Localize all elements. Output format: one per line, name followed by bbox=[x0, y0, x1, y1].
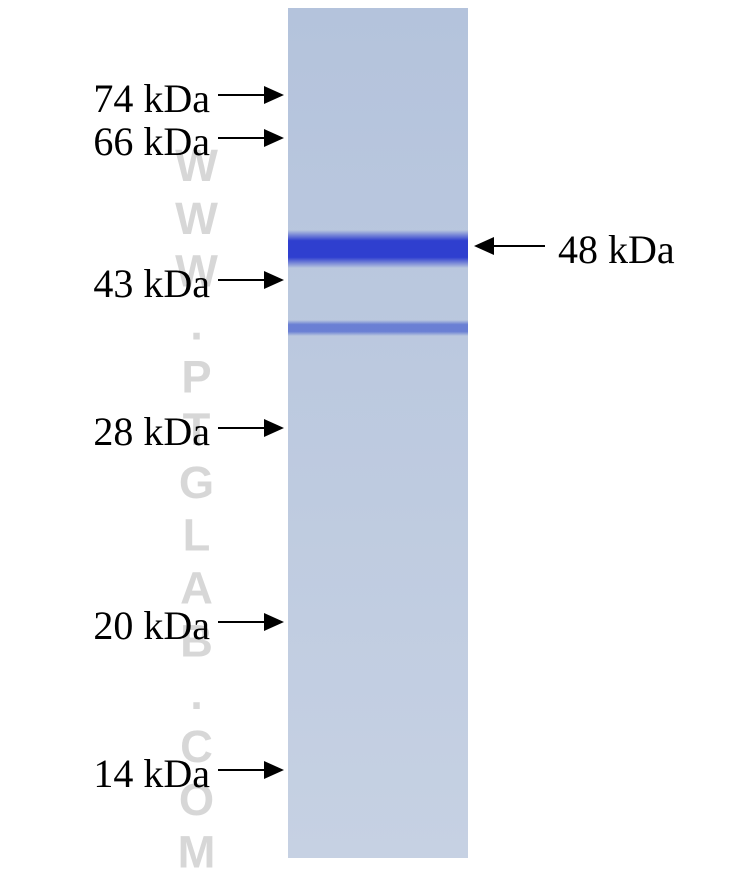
marker-label: 14 kDa bbox=[93, 750, 210, 797]
target-band-label: 48 kDa bbox=[558, 226, 675, 273]
marker-label: 20 kDa bbox=[93, 602, 210, 649]
marker-arrow bbox=[218, 279, 264, 281]
marker-label: 28 kDa bbox=[93, 408, 210, 455]
arrow-head-icon bbox=[264, 86, 284, 104]
arrow-head-icon bbox=[264, 271, 284, 289]
gel-band bbox=[288, 320, 468, 336]
arrow-head-icon bbox=[264, 761, 284, 779]
gel-figure: WWW.PTGLAB.COM 74 kDa 66 kDa 43 kDa 28 k… bbox=[0, 0, 740, 866]
arrow-head-icon bbox=[264, 613, 284, 631]
marker-label: 43 kDa bbox=[93, 260, 210, 307]
marker-label: 66 kDa bbox=[93, 118, 210, 165]
marker-arrow bbox=[218, 621, 264, 623]
marker-arrow bbox=[218, 137, 264, 139]
marker-arrow bbox=[218, 427, 264, 429]
arrow-head-icon bbox=[264, 419, 284, 437]
gel-band bbox=[288, 230, 468, 268]
target-band-arrow bbox=[494, 245, 545, 247]
marker-arrow bbox=[218, 769, 264, 771]
arrow-head-icon bbox=[264, 129, 284, 147]
arrow-head-icon bbox=[474, 237, 494, 255]
marker-arrow bbox=[218, 94, 264, 96]
marker-label: 74 kDa bbox=[93, 75, 210, 122]
gel-lane bbox=[288, 8, 468, 858]
